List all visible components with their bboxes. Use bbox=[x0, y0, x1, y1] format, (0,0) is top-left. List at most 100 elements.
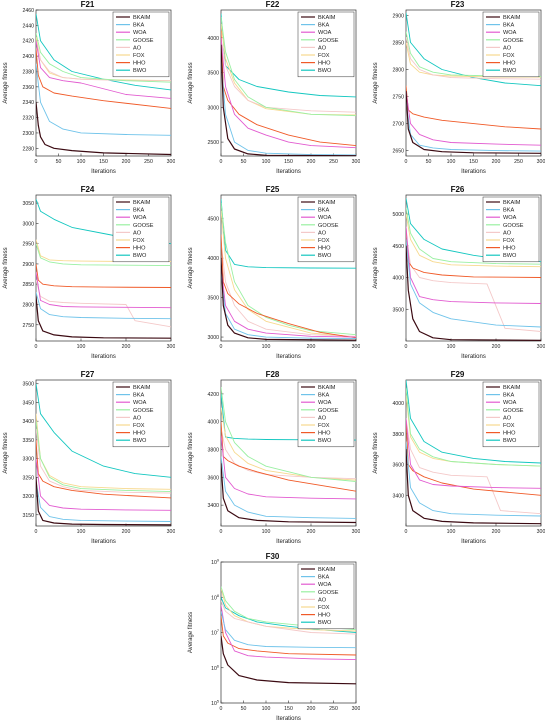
series-line-ao bbox=[221, 600, 356, 635]
legend-label: GOOSE bbox=[503, 38, 524, 44]
x-tick-label: 100 bbox=[447, 344, 456, 350]
x-tick-label: 300 bbox=[352, 159, 360, 165]
legend-label: BKAIM bbox=[318, 15, 336, 21]
chart-title: F22 bbox=[265, 0, 280, 9]
legend-label: AO bbox=[318, 230, 327, 236]
legend-box bbox=[112, 196, 170, 263]
legend-label: BWO bbox=[318, 620, 332, 626]
chart-panel-f27: F27 0 100 200 300 3150 3200 3250 3300 3350 3400 345… bbox=[0, 370, 175, 550]
x-tick-label: 0 bbox=[220, 706, 223, 712]
plot-area-frame bbox=[405, 194, 542, 342]
legend-label: FOX bbox=[503, 53, 515, 59]
y-tick-label: 4500 bbox=[392, 244, 404, 250]
chart-svg: 0 50 100 150 200 250 300 2650 2700 2750 2800 2850 29… bbox=[373, 9, 545, 175]
legend-label: HHO bbox=[503, 246, 516, 252]
series-line-hho bbox=[221, 234, 356, 339]
y-tick-label: 108 bbox=[211, 594, 219, 602]
series-group bbox=[221, 386, 356, 524]
plot-area-frame bbox=[220, 379, 357, 527]
legend-label: FOX bbox=[133, 423, 145, 429]
y-tick-label: 2800 bbox=[392, 67, 404, 73]
x-tick-label: 0 bbox=[220, 159, 223, 165]
chart-svg: 0 100 200 300 3150 3200 3250 3300 3350 3400 3450 35… bbox=[3, 379, 175, 545]
chart-svg: 0 50 100 150 200 250 300 2280 2300 2320 2340 2360 23… bbox=[3, 8, 175, 175]
x-tick-label: 300 bbox=[537, 159, 545, 165]
legend-label: BKAIM bbox=[503, 200, 521, 206]
legend-box bbox=[482, 381, 540, 448]
y-tick-label: 3500 bbox=[207, 296, 219, 302]
legend-label: BWO bbox=[133, 253, 147, 259]
x-tick-label: 250 bbox=[329, 159, 338, 165]
series-line-bwo bbox=[36, 383, 171, 478]
legend-label: AO bbox=[133, 415, 142, 421]
legend-box bbox=[297, 563, 355, 630]
x-tick-label: 0 bbox=[405, 344, 408, 350]
legend-label: WOA bbox=[503, 30, 517, 36]
x-axis-label: Iterations bbox=[91, 354, 116, 360]
x-tick-label: 100 bbox=[447, 529, 456, 535]
x-tick-label: 0 bbox=[35, 344, 38, 350]
legend-label: BWO bbox=[503, 253, 517, 259]
x-tick-label: 300 bbox=[167, 159, 175, 165]
legend-label: BKA bbox=[133, 393, 144, 399]
x-tick-label: 100 bbox=[77, 529, 86, 535]
y-axis-label: Average fitness bbox=[188, 62, 194, 103]
series-group bbox=[221, 586, 356, 685]
series-line-bka bbox=[221, 58, 356, 156]
legend-label: BKAIM bbox=[318, 385, 336, 391]
x-tick-label: 100 bbox=[77, 344, 86, 350]
series-line-bka bbox=[36, 292, 171, 320]
y-tick-label: 3150 bbox=[22, 513, 34, 519]
legend-label: BKA bbox=[318, 208, 329, 214]
legend-label: BWO bbox=[503, 438, 517, 444]
x-axis-label: Iterations bbox=[276, 716, 301, 722]
legend-label: HHO bbox=[503, 61, 516, 67]
series-line-fox bbox=[406, 213, 541, 268]
x-axis-label: Iterations bbox=[276, 539, 301, 545]
legend-label: GOOSE bbox=[133, 408, 154, 414]
x-tick-label: 250 bbox=[329, 706, 338, 712]
x-tick-label: 300 bbox=[352, 706, 360, 712]
legend-label: BKA bbox=[133, 23, 144, 29]
x-tick-label: 100 bbox=[262, 529, 271, 535]
y-tick-label: 2440 bbox=[22, 23, 34, 29]
legend-label: BKAIM bbox=[318, 200, 336, 206]
series-line-bwo bbox=[406, 380, 541, 464]
series-line-bkaim bbox=[221, 44, 356, 156]
legend-label: FOX bbox=[133, 53, 145, 59]
x-tick-label: 150 bbox=[99, 159, 108, 165]
plot-area-frame bbox=[35, 379, 172, 527]
legend-label: AO bbox=[133, 230, 142, 236]
chart-title: F30 bbox=[265, 552, 280, 561]
legend-label: WOA bbox=[503, 215, 517, 221]
chart-svg: 0 100 200 300 3400 3600 3800 4000 4200 Iterations… bbox=[188, 379, 360, 545]
chart-svg: 0 100 200 300 3500 4000 4500 5000 Iterations Aver… bbox=[373, 194, 545, 360]
y-tick-label: 3600 bbox=[207, 475, 219, 481]
y-tick-label: 2800 bbox=[22, 303, 34, 309]
legend-box bbox=[297, 381, 355, 448]
series-group bbox=[36, 383, 171, 526]
series-line-woa bbox=[221, 605, 356, 661]
legend-label: HHO bbox=[133, 61, 146, 67]
y-tick-label: 3200 bbox=[22, 494, 34, 500]
legend-label: BWO bbox=[133, 68, 147, 74]
y-tick-label: 3800 bbox=[392, 432, 404, 438]
x-tick-label: 250 bbox=[144, 159, 153, 165]
legend-label: WOA bbox=[318, 30, 332, 36]
y-tick-label: 4000 bbox=[207, 36, 219, 42]
y-tick-label: 106 bbox=[211, 664, 219, 672]
x-axis-label: Iterations bbox=[276, 169, 301, 175]
y-tick-label: 4000 bbox=[392, 276, 404, 282]
x-tick-label: 50 bbox=[241, 706, 247, 712]
series-line-bkaim bbox=[406, 91, 541, 154]
x-axis-label: Iterations bbox=[461, 354, 486, 360]
series-line-ao bbox=[36, 428, 171, 494]
legend-label: FOX bbox=[318, 53, 330, 59]
y-tick-label: 2300 bbox=[22, 131, 34, 137]
chart-svg: 0 50 100 150 200 250 300 105 106 107 108 109 Iterati… bbox=[188, 559, 360, 723]
chart-title: F25 bbox=[265, 185, 280, 194]
legend-label: BWO bbox=[318, 68, 332, 74]
legend-label: WOA bbox=[133, 30, 147, 36]
series-line-fox bbox=[221, 210, 356, 338]
legend-label: FOX bbox=[503, 423, 515, 429]
